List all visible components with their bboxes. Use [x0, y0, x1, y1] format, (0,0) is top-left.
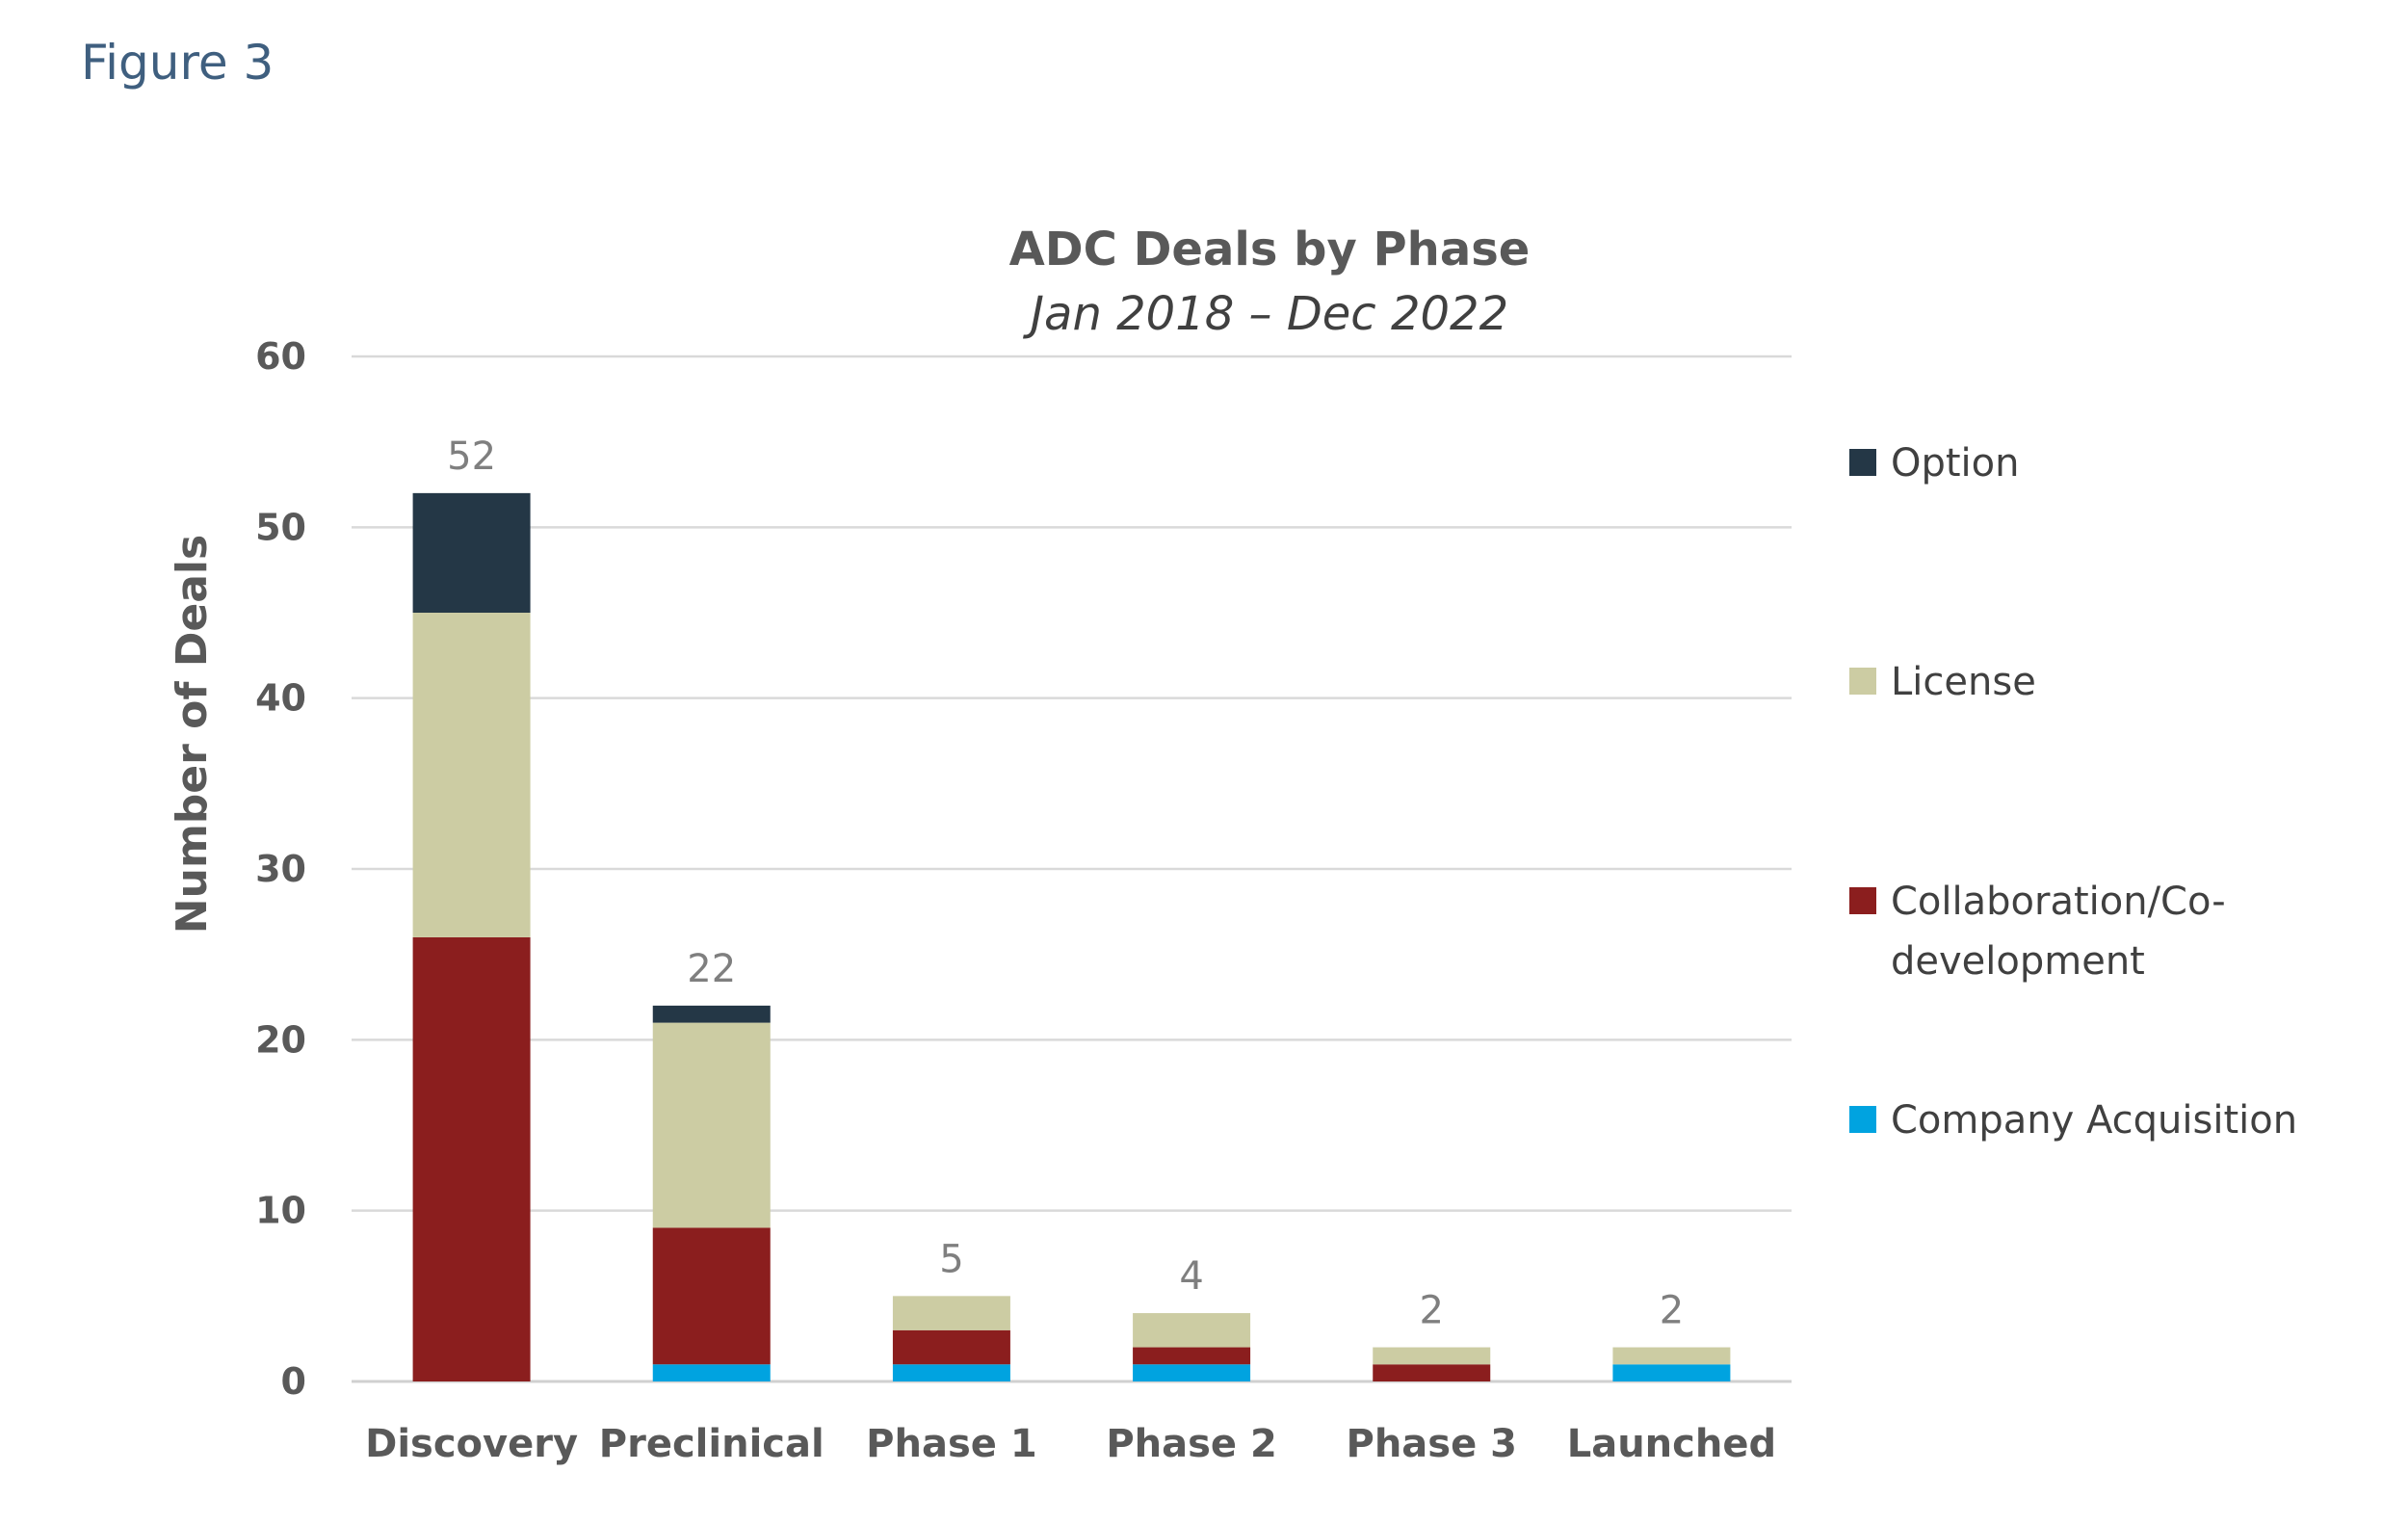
- bar-total-label: 22: [687, 947, 736, 991]
- y-tick-label: 50: [255, 506, 306, 548]
- bar-segment: [892, 1364, 1010, 1381]
- x-category-label: Phase 2: [1106, 1422, 1276, 1466]
- bar-total-label: 52: [447, 434, 496, 479]
- bar-total-label: 2: [1660, 1289, 1684, 1333]
- bar-total-label: 2: [1420, 1289, 1444, 1333]
- bar-segment: [652, 1022, 771, 1228]
- x-category-label: Discovery: [365, 1422, 578, 1466]
- bar-segment: [1133, 1313, 1251, 1348]
- legend-swatch: [1849, 668, 1876, 695]
- x-category-label: Phase 1: [866, 1422, 1036, 1466]
- bar-segment: [412, 613, 531, 937]
- x-category-label: Preclinical: [599, 1422, 824, 1466]
- x-axis-categories: Discovery Preclinical Phase 1 Phase 2 Phase …: [365, 1422, 1776, 1466]
- bars: [412, 492, 1731, 1381]
- legend-label: Option: [1891, 441, 2020, 486]
- bar-segment: [412, 936, 531, 1381]
- bar-segment: [892, 1329, 1010, 1365]
- bar-segment: [652, 1227, 771, 1365]
- bar-segment: [1373, 1347, 1491, 1365]
- legend-label: Company Acquisition: [1891, 1098, 2297, 1143]
- bar-segment: [1612, 1364, 1731, 1381]
- y-tick-label: 40: [255, 677, 306, 720]
- chart-subtitle: Jan 2018 – Dec 2022: [1023, 287, 1508, 341]
- y-axis-ticks: 0 10 20 30 40 50 60: [255, 335, 306, 1403]
- bar-segment: [1133, 1364, 1251, 1381]
- bar-segment: [1373, 1364, 1491, 1381]
- bar-total-label: 5: [939, 1237, 963, 1281]
- legend-swatch: [1849, 449, 1876, 476]
- legend-swatch: [1849, 887, 1876, 914]
- y-tick-label: 10: [255, 1190, 306, 1232]
- gridlines: [352, 355, 1792, 1383]
- legend-label: development: [1891, 939, 2145, 984]
- legend-label: Collaboration/Co-: [1891, 880, 2226, 924]
- y-tick-label: 20: [255, 1018, 306, 1061]
- bar-segment: [412, 492, 531, 613]
- x-category-label: Launched: [1567, 1422, 1776, 1466]
- y-axis-label: Number of Deals: [168, 535, 217, 933]
- chart-title: ADC Deals by Phase: [1009, 223, 1531, 276]
- bar-total-label: 4: [1179, 1254, 1203, 1299]
- y-tick-label: 30: [255, 848, 306, 890]
- y-tick-label: 0: [281, 1360, 306, 1403]
- legend-swatch: [1849, 1106, 1876, 1133]
- bar-segment: [652, 1005, 771, 1023]
- bar-segment: [1133, 1347, 1251, 1365]
- legend-label: License: [1891, 660, 2036, 704]
- y-tick-label: 60: [255, 335, 306, 378]
- legend: Option License Collaboration/Co-developmen…: [1849, 441, 2297, 1143]
- bar-segment: [892, 1296, 1010, 1330]
- figure-label: Figure 3: [81, 35, 275, 91]
- x-category-label: Phase 3: [1347, 1422, 1517, 1466]
- bar-segment: [652, 1364, 771, 1381]
- bar-segment: [1612, 1347, 1731, 1365]
